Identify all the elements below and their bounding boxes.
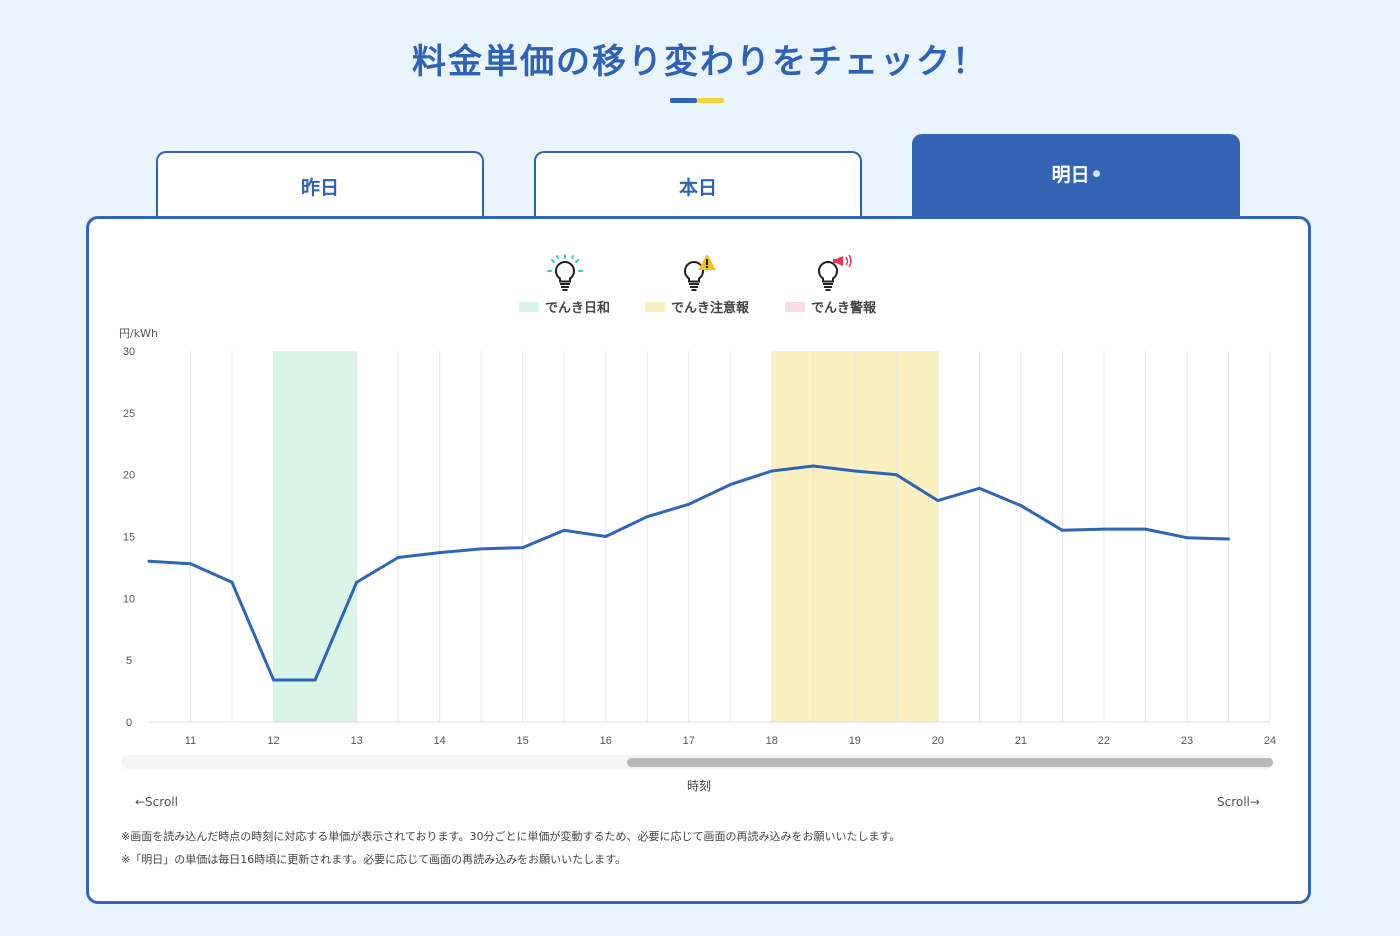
data-point xyxy=(479,547,483,551)
tab-today[interactable]: 本日 xyxy=(534,151,862,219)
tab-yesterday[interactable]: 昨日 xyxy=(156,151,484,219)
x-tick-label: 22 xyxy=(1098,735,1110,747)
x-tick-label: 13 xyxy=(350,735,362,747)
page-title: 料金単価の移り変わりをチェック！ xyxy=(412,42,988,82)
x-tick-label: 15 xyxy=(517,735,529,747)
data-point xyxy=(189,562,193,566)
x-tick-label: 20 xyxy=(932,735,944,747)
chart-scrollbar[interactable] xyxy=(121,755,1273,769)
data-point xyxy=(728,483,732,487)
tab-yesterday-label: 昨日 xyxy=(300,176,339,199)
legend-swatch-caution xyxy=(645,301,665,312)
lightbulb-sparkle-icon xyxy=(546,254,583,291)
data-point xyxy=(1226,537,1230,541)
y-tick-label: 5 xyxy=(126,655,132,667)
x-tick-label: 19 xyxy=(849,735,861,747)
data-point xyxy=(272,678,276,682)
scroll-right-link[interactable]: Scroll→ xyxy=(1217,795,1260,809)
y-axis-unit: 円/kWh xyxy=(119,327,158,340)
x-tick-label: 24 xyxy=(1264,735,1276,747)
y-tick-label: 0 xyxy=(126,717,132,729)
x-tick-label: 11 xyxy=(185,735,196,747)
data-point xyxy=(687,502,691,506)
data-point xyxy=(313,678,317,682)
tab-tomorrow[interactable]: 明日 ● xyxy=(912,134,1240,219)
data-point xyxy=(936,499,940,503)
data-point xyxy=(355,580,359,584)
data-point xyxy=(438,551,442,555)
x-tick-label: 12 xyxy=(267,735,279,747)
x-tick-label: 23 xyxy=(1181,735,1193,747)
data-point xyxy=(604,535,608,538)
chart-panel: でんき日和 でんき注意報 でんき警報 円/kWh 0 5 10 15 20 25 30 11 1… xyxy=(86,216,1311,904)
y-tick-label: 30 xyxy=(123,346,135,358)
y-tick-label: 10 xyxy=(123,593,135,605)
data-point xyxy=(147,559,151,563)
data-point xyxy=(770,469,774,473)
note-refresh: ※画面を読み込んだ時点の時刻に対応する単価が表示されております。30分ごとに単価… xyxy=(121,830,901,843)
data-point xyxy=(1102,527,1106,531)
lightbulb-megaphone-icon xyxy=(817,254,852,291)
y-tick-label: 15 xyxy=(123,532,135,544)
x-tick-label: 21 xyxy=(1015,735,1027,747)
data-point xyxy=(977,486,981,490)
x-tick-label: 16 xyxy=(600,735,612,747)
note-update-time: ※「明日」の単価は毎日16時頃に更新されます。必要に応じて画面の再読み込みをお願… xyxy=(121,853,627,866)
title-underline xyxy=(670,98,724,103)
scroll-left-link[interactable]: ←Scroll xyxy=(135,795,178,809)
data-point xyxy=(645,515,649,519)
legend-swatch-good xyxy=(519,301,539,312)
chart-scrollbar-thumb[interactable] xyxy=(627,758,1273,767)
data-point xyxy=(230,580,234,584)
x-axis-title: 時刻 xyxy=(686,779,711,793)
tab-today-label: 本日 xyxy=(678,176,717,199)
tab-tomorrow-marker: ● xyxy=(1092,168,1101,179)
data-point xyxy=(1060,528,1064,532)
data-point xyxy=(853,469,857,473)
price-line-chart: 0 5 10 15 20 25 30 11 12 13 14 15 16 17 18 19 20 21 22 23 24 xyxy=(123,346,1276,747)
data-point xyxy=(1019,504,1023,508)
legend-label-alert: でんき警報 xyxy=(811,301,877,316)
legend-label-good: でんき日和 xyxy=(545,301,611,316)
legend-swatch-alert xyxy=(785,301,805,312)
data-point xyxy=(1185,536,1189,540)
legend-label-caution: でんき注意報 xyxy=(671,301,750,316)
legend-item-alert: でんき警報 xyxy=(785,251,876,316)
data-point xyxy=(894,473,898,477)
x-tick-label: 17 xyxy=(683,735,695,747)
x-tick-label: 18 xyxy=(766,735,778,747)
lightbulb-warning-icon xyxy=(683,254,716,291)
y-tick-label: 25 xyxy=(123,408,135,420)
data-point xyxy=(1143,527,1147,531)
data-point xyxy=(396,556,400,560)
data-point xyxy=(521,546,525,550)
legend-item-good: でんき日和 xyxy=(519,251,610,316)
data-point xyxy=(811,464,815,468)
legend-item-caution: でんき注意報 xyxy=(645,251,749,316)
x-tick-label: 14 xyxy=(434,735,446,747)
y-tick-label: 20 xyxy=(123,470,135,482)
tab-tomorrow-label: 明日 xyxy=(1051,164,1090,186)
data-point xyxy=(562,528,566,532)
